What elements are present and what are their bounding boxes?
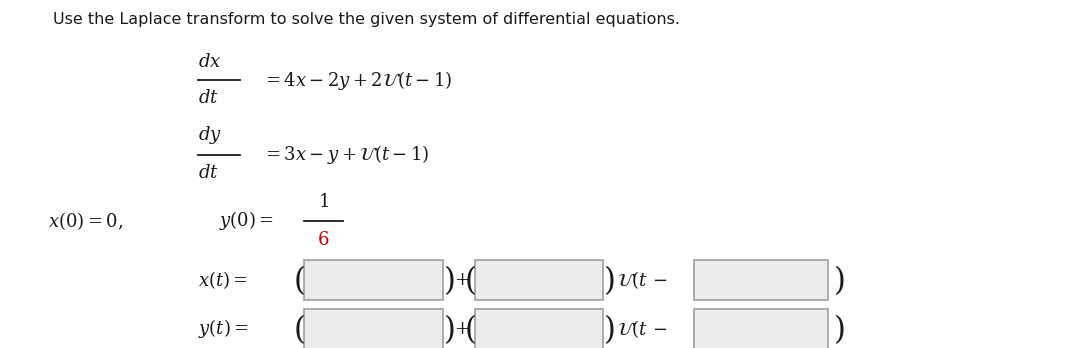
FancyBboxPatch shape — [694, 260, 828, 300]
Text: $+$: $+$ — [454, 320, 469, 338]
Text: $($: $($ — [464, 263, 475, 297]
Text: $dt$: $dt$ — [198, 164, 218, 182]
Text: $x(0) = 0,$: $x(0) = 0,$ — [48, 210, 123, 232]
Text: $)$: $)$ — [833, 263, 845, 297]
Text: $y(t) =$: $y(t) =$ — [198, 317, 248, 340]
Text: $y(0) =$: $y(0) =$ — [219, 209, 273, 232]
Text: $)$: $)$ — [833, 312, 845, 346]
Text: $($: $($ — [464, 312, 475, 346]
Text: $)$: $)$ — [443, 312, 455, 346]
Text: $= 3x - y + \mathcal{U}(t - 1)$: $= 3x - y + \mathcal{U}(t - 1)$ — [262, 143, 429, 166]
Text: $1$: $1$ — [318, 192, 329, 211]
Text: $($: $($ — [293, 263, 304, 297]
FancyBboxPatch shape — [475, 260, 603, 300]
FancyBboxPatch shape — [694, 309, 828, 348]
Text: $x(t) =$: $x(t) =$ — [198, 269, 248, 291]
Text: $= 4x - 2y + 2\mathcal{U}(t - 1)$: $= 4x - 2y + 2\mathcal{U}(t - 1)$ — [262, 69, 452, 92]
Text: $6$: $6$ — [317, 231, 330, 250]
FancyBboxPatch shape — [475, 309, 603, 348]
Text: $dx$: $dx$ — [198, 53, 221, 71]
FancyBboxPatch shape — [304, 309, 443, 348]
Text: $dt$: $dt$ — [198, 89, 218, 107]
Text: $)$: $)$ — [443, 263, 455, 297]
Text: $)$: $)$ — [603, 312, 615, 346]
Text: $\mathcal{U}(t\,-$: $\mathcal{U}(t\,-$ — [617, 318, 668, 340]
FancyBboxPatch shape — [304, 260, 443, 300]
Text: $\mathcal{U}(t\,-$: $\mathcal{U}(t\,-$ — [617, 269, 668, 291]
Text: $)$: $)$ — [603, 263, 615, 297]
Text: $+$: $+$ — [454, 271, 469, 289]
Text: $dy$: $dy$ — [198, 124, 221, 146]
Text: Use the Laplace transform to solve the given system of differential equations.: Use the Laplace transform to solve the g… — [53, 12, 680, 27]
Text: $($: $($ — [293, 312, 304, 346]
